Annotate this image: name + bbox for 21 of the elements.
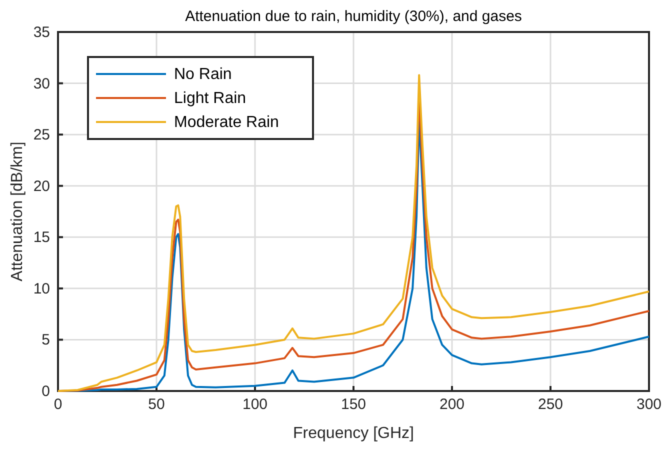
legend-label: Light Rain xyxy=(174,90,246,107)
y-tick-label: 25 xyxy=(33,126,50,144)
x-tick-label: 100 xyxy=(242,396,268,413)
legend-label: Moderate Rain xyxy=(174,114,279,131)
y-tick-label: 30 xyxy=(33,75,50,92)
x-tick-label: 50 xyxy=(148,396,165,413)
chart-title: Attenuation due to rain, humidity (30%), and gases xyxy=(185,8,522,25)
legend-label: No Rain xyxy=(174,66,232,83)
y-tick-label: 20 xyxy=(33,178,50,195)
x-tick-label: 0 xyxy=(54,396,62,413)
x-tick-label: 150 xyxy=(340,396,366,413)
y-tick-label: 35 xyxy=(33,24,50,41)
y-tick-label: 0 xyxy=(42,383,50,400)
x-tick-label: 300 xyxy=(636,396,662,413)
x-axis-title: Frequency [GHz] xyxy=(293,425,414,442)
x-tick-label: 250 xyxy=(538,396,564,413)
x-tick-label: 200 xyxy=(439,396,465,413)
y-tick-label: 15 xyxy=(33,229,50,246)
y-tick-label: 10 xyxy=(33,280,50,298)
y-axis-title: Attenuation [dB/km] xyxy=(9,142,26,282)
y-tick-label: 5 xyxy=(42,332,50,349)
